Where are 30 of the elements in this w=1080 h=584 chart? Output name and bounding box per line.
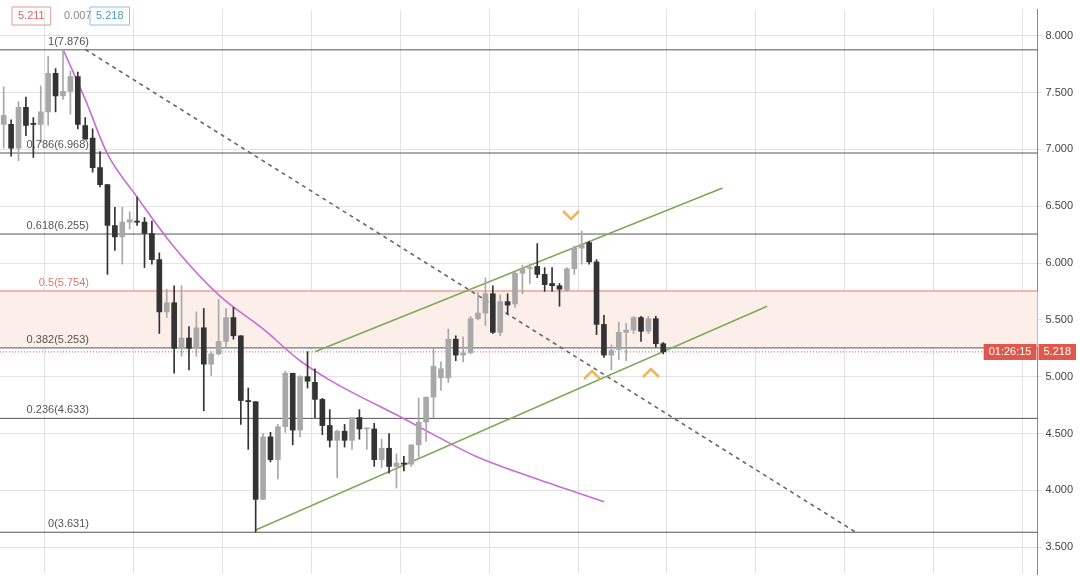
candlestick (186, 326, 192, 371)
candlestick (460, 336, 466, 363)
ref-line-label: 0.5(5.754) (38, 276, 89, 289)
candlestick (527, 263, 533, 284)
y-tick-label: 4.500 (1045, 426, 1073, 439)
candlestick (534, 243, 541, 279)
ref-line-label: 1(7.876) (48, 34, 89, 47)
y-tick-label: 5.000 (1045, 369, 1073, 382)
candlestick (60, 49, 66, 100)
annotation: 01:26:15 (988, 344, 1032, 357)
annotation: 0.007 (64, 9, 92, 22)
ref-line-label: 0.618(6.255) (26, 219, 89, 232)
ref-line-label: 0.382(5.253) (26, 332, 89, 345)
y-tick-label: 7.500 (1045, 85, 1073, 98)
candlestick (334, 429, 341, 479)
y-tick-label: 5.500 (1045, 312, 1073, 325)
annotation: 5.211 (18, 9, 45, 22)
candlestick (0, 86, 7, 149)
y-tick-label: 4.000 (1045, 483, 1073, 496)
candlestick (578, 230, 585, 265)
candlestick (475, 292, 481, 321)
ref-line-label: 0(3.631) (48, 517, 89, 530)
y-tick-label: 3.500 (1045, 540, 1073, 553)
annotation: 5.218 (96, 9, 124, 22)
ref-line-label: 0.236(4.633) (26, 403, 89, 416)
y-tick-label: 6.000 (1045, 256, 1073, 269)
y-tick-label: 6.500 (1045, 199, 1073, 212)
y-tick-label: 8.000 (1045, 28, 1073, 41)
ref-line-label: 5.218 (1043, 344, 1071, 357)
y-tick-label: 7.000 (1045, 142, 1073, 155)
